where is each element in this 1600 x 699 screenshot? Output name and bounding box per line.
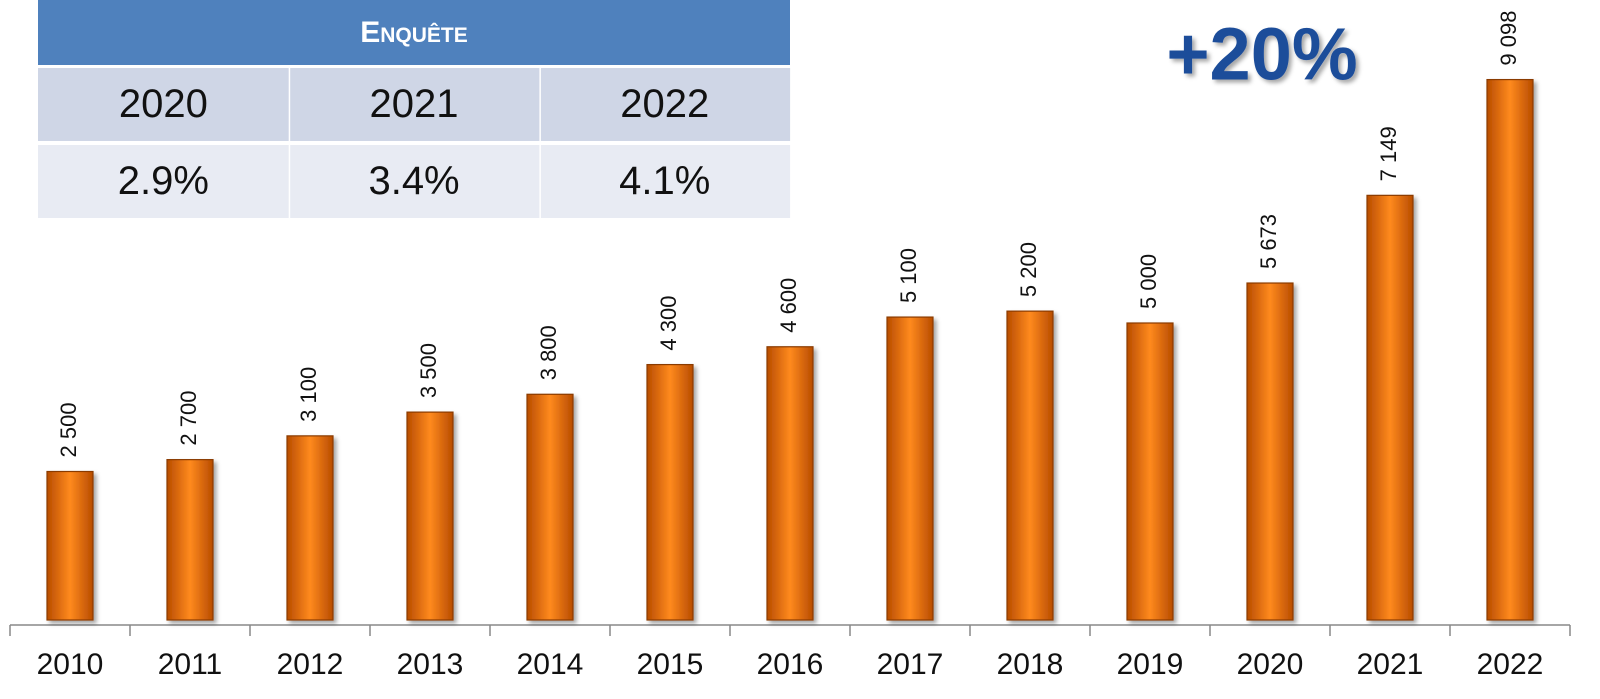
table-cell (290, 145, 540, 218)
table-cell (38, 68, 289, 141)
bar (1126, 322, 1174, 621)
value-label: 5 200 (1016, 242, 1041, 297)
value-label: 4 300 (656, 296, 681, 351)
value-label: 3 100 (296, 367, 321, 422)
bar (286, 435, 334, 621)
x-tick-label: 2016 (757, 648, 824, 681)
value-label: 7 149 (1376, 126, 1401, 181)
value-label: 3 800 (536, 325, 561, 380)
value-label: 4 600 (776, 278, 801, 333)
table-text: 2021 (370, 82, 459, 126)
table-cell (540, 68, 791, 141)
value-label: 2 700 (176, 391, 201, 446)
table-header (38, 0, 790, 65)
value-label: 5 000 (1136, 254, 1161, 309)
table-cell (290, 68, 540, 141)
x-tick-label: 2013 (397, 648, 464, 681)
table-title: Enquête (360, 16, 468, 49)
bar (1486, 78, 1534, 621)
x-tick-label: 2021 (1357, 648, 1424, 681)
bar (766, 346, 814, 621)
x-tick-label: 2012 (277, 648, 344, 681)
bar (46, 470, 94, 621)
x-tick-label: 2011 (158, 648, 223, 681)
x-tick-label: 2020 (1237, 648, 1304, 681)
x-tick-label: 2015 (637, 648, 704, 681)
bar (646, 363, 694, 621)
table-cell (38, 145, 289, 218)
value-label: 2 500 (56, 402, 81, 457)
x-tick-label: 2019 (1117, 648, 1184, 681)
table-text: 4.1% (619, 159, 710, 203)
bar (406, 411, 454, 621)
bar (886, 316, 934, 621)
bar (166, 459, 214, 621)
x-tick-label: 2010 (37, 648, 104, 681)
value-label: 5 673 (1256, 214, 1281, 269)
table-text: 2020 (119, 82, 208, 126)
value-label: 3 500 (416, 343, 441, 398)
table-text: 2.9% (118, 159, 209, 203)
table-cell (540, 145, 791, 218)
table-text: 2022 (620, 82, 709, 126)
value-label: 5 100 (896, 248, 921, 303)
x-tick-label: 2018 (997, 648, 1064, 681)
table-text: 3.4% (368, 159, 459, 203)
value-label: 9 098 (1496, 11, 1521, 66)
x-tick-label: 2022 (1477, 648, 1544, 681)
bar (1366, 194, 1414, 621)
bar (1006, 310, 1054, 621)
bar (526, 393, 574, 621)
annotation: +20% (1166, 13, 1357, 96)
x-tick-label: 2014 (517, 648, 584, 681)
bar (1246, 282, 1294, 621)
x-tick-label: 2017 (877, 648, 944, 681)
